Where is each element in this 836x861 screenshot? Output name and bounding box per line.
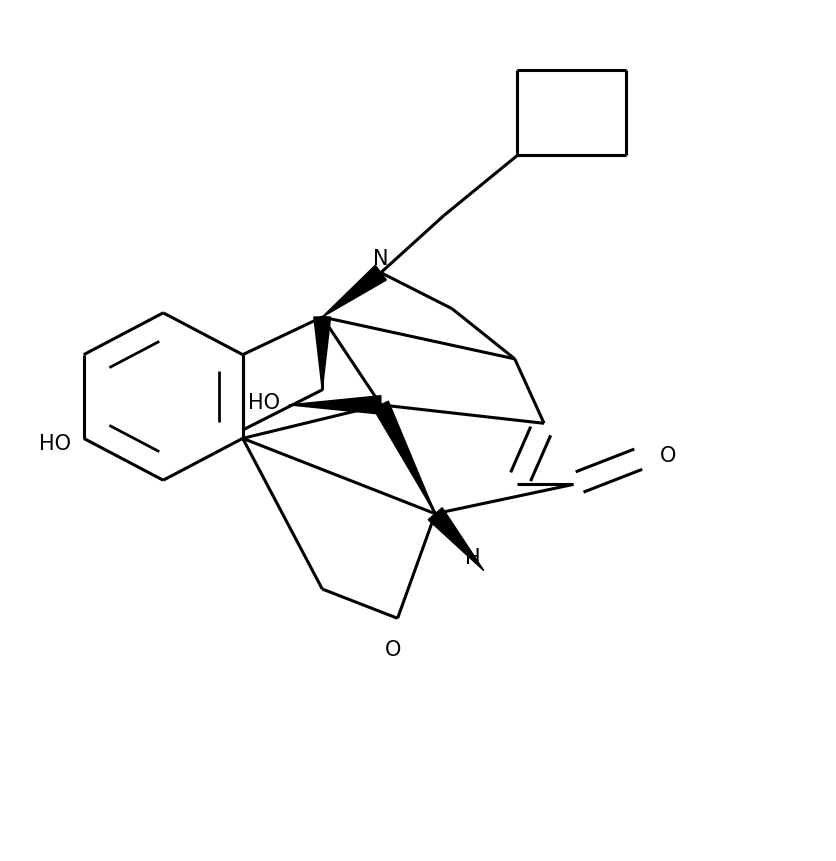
- Text: HO: HO: [248, 392, 280, 412]
- Text: O: O: [659, 446, 675, 466]
- Text: HO: HO: [39, 433, 71, 453]
- Polygon shape: [314, 318, 330, 390]
- Text: O: O: [385, 640, 401, 660]
- Polygon shape: [373, 402, 435, 514]
- Text: H: H: [464, 548, 480, 567]
- Text: N: N: [373, 248, 388, 269]
- Polygon shape: [428, 508, 483, 571]
- Polygon shape: [322, 266, 386, 318]
- Polygon shape: [288, 396, 380, 415]
